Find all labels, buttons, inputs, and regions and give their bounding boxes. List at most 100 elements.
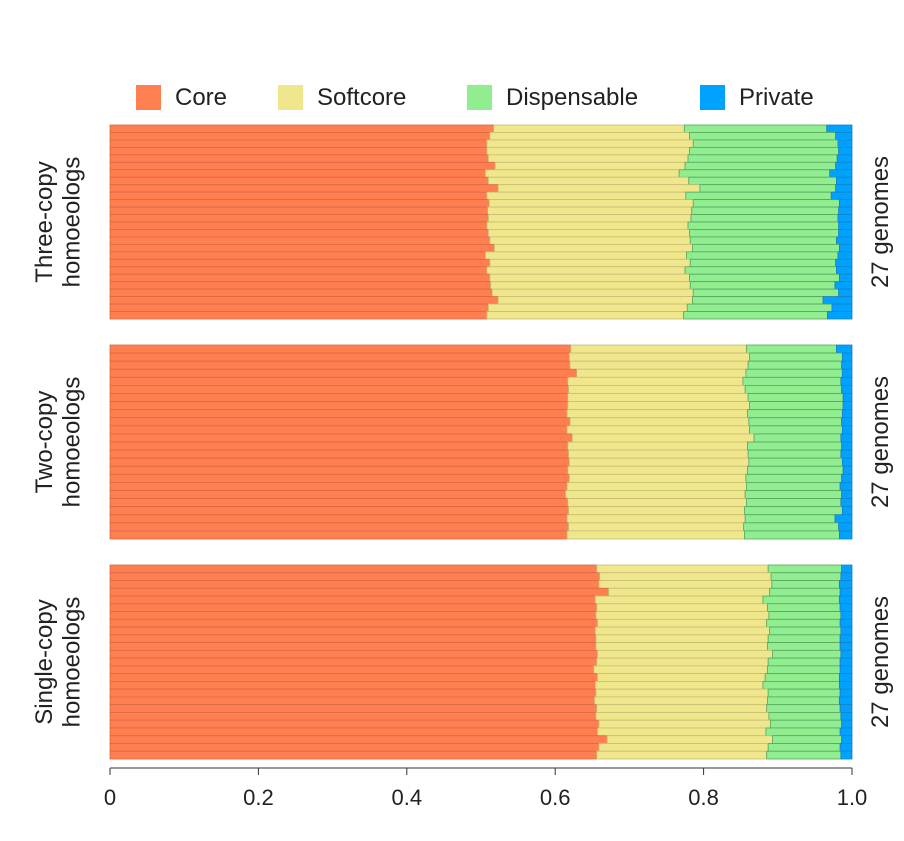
bar-segment-dispensable xyxy=(770,572,842,581)
bar-segment-private xyxy=(839,665,853,675)
bar-segment-dispensable xyxy=(689,236,837,245)
bar-segment-core xyxy=(109,191,488,201)
bar-segment-private xyxy=(841,352,853,362)
bar-segment-private xyxy=(840,376,853,386)
bar-segment-softcore xyxy=(568,385,746,394)
bar-segment-private xyxy=(842,465,853,475)
x-axis: 0 0.2 0.4 0.6 0.8 1.0 xyxy=(104,767,867,810)
bar-segment-private xyxy=(838,229,853,238)
bar-segment-core xyxy=(109,368,578,378)
bar-segment-softcore xyxy=(568,506,745,516)
bar-segment-core xyxy=(109,288,493,298)
bar-segment-dispensable xyxy=(744,514,836,524)
bar-segment-dispensable xyxy=(767,603,841,612)
bar-segment-core xyxy=(109,176,489,186)
bar-segment-dispensable xyxy=(678,169,831,178)
bar-segment-softcore xyxy=(596,750,768,760)
bar-segment-dispensable xyxy=(767,696,840,706)
bar-segment-core xyxy=(109,303,489,312)
bar-segment-softcore xyxy=(486,266,686,275)
bar-segment-core xyxy=(109,514,568,524)
bar-segment-dispensable xyxy=(684,266,837,275)
x-tick-label: 0.8 xyxy=(688,785,719,810)
bar-segment-softcore xyxy=(566,409,748,419)
x-tick-label: 0.2 xyxy=(243,785,274,810)
bar-segment-softcore xyxy=(596,564,769,574)
bar-segment-core xyxy=(109,169,486,178)
bar-segment-private xyxy=(841,385,853,394)
bar-segment-private xyxy=(835,184,853,193)
bar-segment-private xyxy=(837,251,853,260)
bar-segment-private xyxy=(840,498,853,508)
bar-segment-core xyxy=(109,258,491,268)
bar-segment-private xyxy=(838,530,853,540)
bar-segment-private xyxy=(841,417,853,427)
bar-segment-softcore xyxy=(597,727,767,737)
bar-segment-dispensable xyxy=(746,465,844,475)
bar-segment-core xyxy=(109,161,496,171)
bar-segment-private xyxy=(841,368,853,378)
bar-segment-dispensable xyxy=(746,344,837,354)
bar-segment-core xyxy=(109,409,568,419)
bar-segment-softcore xyxy=(606,735,774,744)
legend-swatch xyxy=(136,85,161,110)
bar-segment-dispensable xyxy=(749,425,843,435)
bar-segment-core xyxy=(109,154,489,163)
bar-segment-dispensable xyxy=(686,303,833,312)
bar-segment-softcore xyxy=(567,393,749,402)
bar-segment-softcore xyxy=(594,595,764,605)
bar-segment-private xyxy=(839,634,853,644)
bar-segment-core xyxy=(109,344,572,354)
bar-segment-dispensable xyxy=(692,296,824,305)
bar-segment-core xyxy=(109,530,568,540)
bar-segment-dispensable xyxy=(746,409,843,419)
bar-segment-softcore xyxy=(568,449,749,459)
bar-segment-softcore xyxy=(568,522,745,532)
bar-segment-dispensable xyxy=(685,191,832,201)
bar-segment-softcore xyxy=(595,611,770,620)
bar-segment-private xyxy=(840,649,853,659)
bar-segment-softcore xyxy=(485,169,680,178)
panel-0: Three-copyhomoeologs 27 genomes xyxy=(31,124,894,320)
bar-segment-private xyxy=(840,712,853,721)
bar-segment-core xyxy=(109,727,598,737)
panel-right-label: 27 genomes xyxy=(867,376,894,508)
bar-segment-private xyxy=(834,514,853,524)
bar-segment-dispensable xyxy=(746,482,841,491)
legend-swatch xyxy=(467,85,492,110)
bar-segment-softcore xyxy=(494,161,686,171)
bar-segment-softcore xyxy=(596,704,768,713)
bar-segment-dispensable xyxy=(767,688,841,698)
bar-segment-core xyxy=(109,665,595,675)
bar-segment-softcore xyxy=(568,457,750,467)
bar-segment-softcore xyxy=(565,490,746,499)
bar-segment-private xyxy=(841,735,853,744)
bar-segment-softcore xyxy=(489,132,690,141)
bar-segment-core xyxy=(109,634,597,644)
bar-segment-dispensable xyxy=(766,750,842,760)
bar-segment-dispensable xyxy=(767,657,841,667)
panel-label-line: Three-copy xyxy=(31,161,58,282)
bar-segment-dispensable xyxy=(689,146,840,156)
bar-segment-private xyxy=(840,611,853,620)
bar-segment-private xyxy=(831,303,853,312)
bar-segment-core xyxy=(109,473,570,483)
bar-segment-private xyxy=(838,595,853,605)
bar-segment-dispensable xyxy=(766,704,841,713)
bar-segment-softcore xyxy=(599,572,772,581)
bar-segment-private xyxy=(841,719,853,729)
bar-segment-private xyxy=(840,572,853,581)
bar-segment-core xyxy=(109,712,597,721)
bar-segment-softcore xyxy=(486,221,689,230)
panel-label: Three-copyhomoeologs xyxy=(31,157,86,288)
legend-item-softcore: Softcore xyxy=(278,84,406,111)
bar-segment-dispensable xyxy=(692,139,839,148)
bar-segment-softcore xyxy=(488,154,689,163)
panel-label-line: homoeologs xyxy=(59,377,86,508)
bar-segment-softcore xyxy=(570,344,748,354)
bar-segment-private xyxy=(829,169,853,178)
bar-segment-private xyxy=(839,688,853,698)
bar-segment-dispensable xyxy=(767,743,841,752)
bar-segment-dispensable xyxy=(745,473,843,483)
bar-segment-private xyxy=(838,273,853,283)
